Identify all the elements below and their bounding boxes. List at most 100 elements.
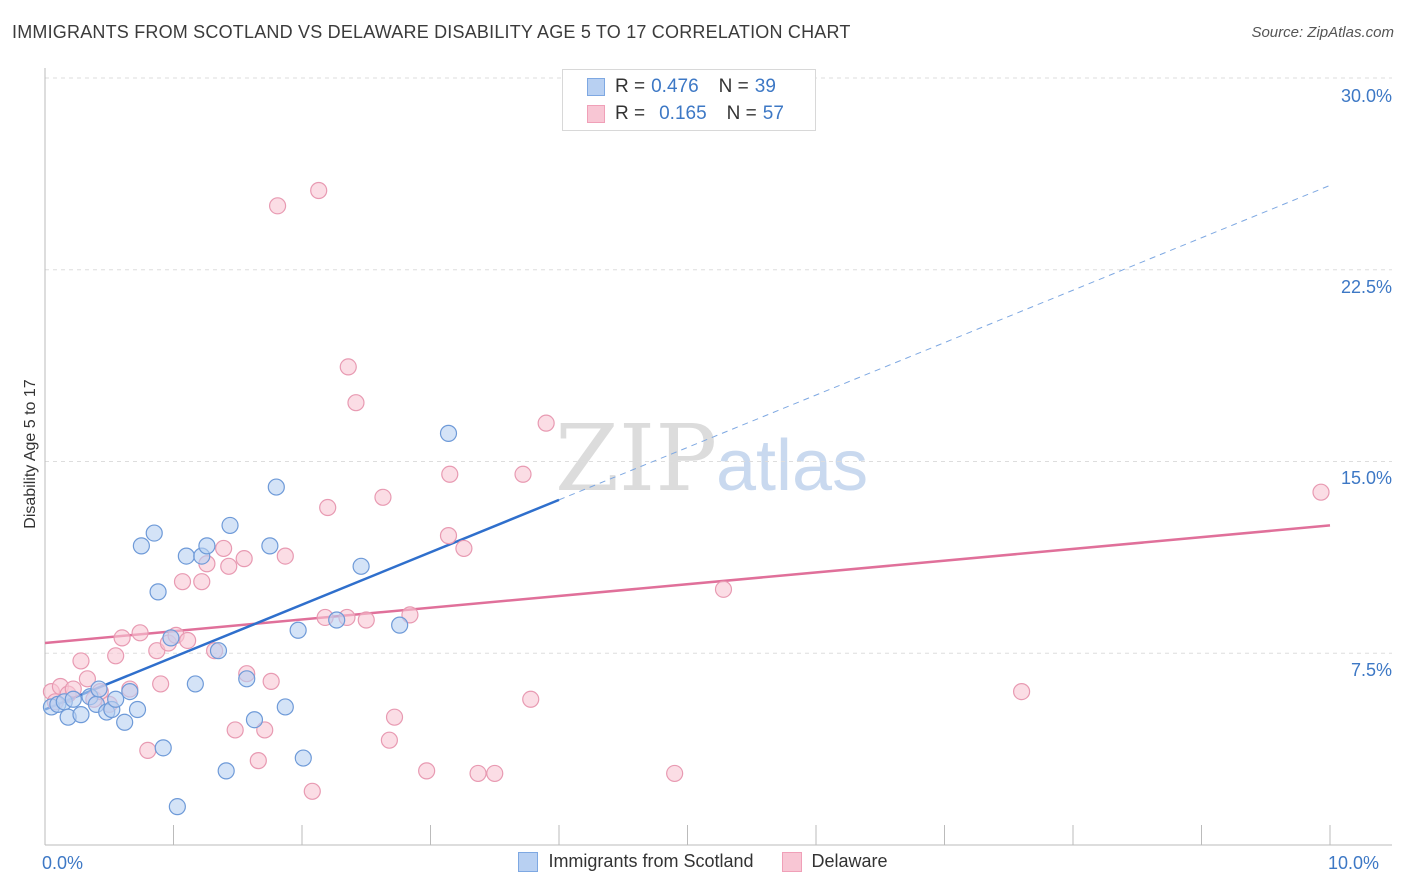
- delaware-point: [72, 652, 90, 670]
- scotland-point: [132, 537, 150, 555]
- delaware-point: [385, 708, 404, 726]
- scotland-point: [121, 682, 139, 701]
- delaware-point: [249, 752, 267, 770]
- y-tick-label-30: 30.0%: [1340, 86, 1392, 106]
- legend-item-scotland[interactable]: Immigrants from Scotland: [518, 851, 754, 872]
- scotland-point: [391, 616, 409, 634]
- scotland-point: [186, 675, 204, 693]
- n-label: N =: [718, 76, 749, 97]
- delaware-point: [113, 629, 131, 647]
- legend-label-delaware: Delaware: [811, 851, 888, 871]
- scotland-trend-line: [44, 498, 560, 711]
- x-tick-label-max: 10.0%: [1328, 853, 1380, 873]
- scotland-point: [261, 537, 279, 555]
- n-value: 57: [762, 103, 784, 124]
- scotland-point: [90, 680, 108, 698]
- delaware-point: [357, 611, 375, 629]
- delaware-point: [469, 764, 487, 783]
- stats-legend-row-delaware: R = 0.165 N = 57: [587, 102, 784, 126]
- delaware-point: [374, 488, 392, 506]
- scotland-point: [294, 749, 312, 767]
- scotland-point: [238, 670, 256, 688]
- delaware-point: [179, 631, 197, 650]
- scotland-point: [149, 583, 167, 601]
- scotland-point: [221, 516, 239, 535]
- scotland-legend-swatch: [518, 851, 539, 872]
- delaware-point: [131, 624, 149, 642]
- scotland-point: [245, 711, 264, 729]
- delaware-point: [514, 465, 532, 483]
- legend-label-scotland: Immigrants from Scotland: [548, 851, 754, 871]
- delaware-point: [537, 414, 555, 432]
- delaware-point: [1312, 483, 1330, 501]
- y-tick-label-22-5: 22.5%: [1340, 277, 1392, 297]
- scotland-point: [107, 690, 125, 708]
- delaware-point: [401, 606, 419, 624]
- source-label: Source: ZipAtlas.com: [1251, 24, 1394, 41]
- delaware-point: [235, 550, 253, 568]
- scotland-point: [116, 713, 134, 731]
- y-tick-label-7-5: 7.5%: [1350, 660, 1392, 680]
- delaware-point: [714, 580, 733, 598]
- delaware-swatch: [587, 105, 605, 123]
- chart-title: IMMIGRANTS FROM SCOTLAND VS DELAWARE DIS…: [12, 22, 851, 42]
- legend-item-delaware[interactable]: Delaware: [781, 851, 888, 872]
- scotland-point: [154, 739, 172, 757]
- delaware-point: [256, 721, 274, 739]
- r-value: 0.165: [659, 103, 707, 124]
- delaware-point: [666, 764, 684, 783]
- delaware-point: [486, 764, 504, 783]
- delaware-point: [220, 557, 238, 575]
- delaware-point: [1012, 682, 1031, 701]
- r-value: 0.476: [651, 76, 699, 97]
- r-label: R =: [615, 103, 646, 124]
- data-points: [42, 181, 1330, 816]
- delaware-point: [173, 573, 192, 591]
- scotland-point: [352, 557, 370, 575]
- delaware-point: [522, 690, 540, 708]
- scotland-point: [198, 537, 216, 555]
- scotland-point: [439, 424, 458, 442]
- scotland-swatch: [587, 78, 605, 96]
- delaware-point: [441, 465, 459, 483]
- gridlines: [45, 77, 1392, 654]
- scotland-point: [72, 706, 90, 724]
- scotland-point: [217, 762, 235, 780]
- scotland-point: [162, 629, 180, 647]
- scotland-point: [128, 700, 147, 719]
- n-label: N =: [726, 103, 757, 124]
- scotland-point: [267, 478, 285, 496]
- watermark-zip: ZIP: [555, 405, 717, 512]
- delaware-point: [262, 672, 280, 690]
- scotland-point: [276, 698, 294, 716]
- stats-legend: R = 0.476 N = 39 R = 0.165 N = 57: [562, 69, 816, 131]
- series-legend: Immigrants from Scotland Delaware: [0, 851, 1406, 872]
- scotland-point: [177, 547, 195, 565]
- delaware-trend-line: [44, 524, 1331, 645]
- y-tick-label-15: 15.0%: [1340, 468, 1392, 488]
- delaware-point: [310, 181, 328, 200]
- delaware-point: [78, 670, 97, 688]
- delaware-point: [276, 547, 294, 565]
- scotland-point: [145, 524, 163, 542]
- delaware-point: [455, 539, 473, 558]
- n-value: 39: [754, 76, 776, 97]
- watermark: ZIP atlas: [555, 405, 868, 512]
- delaware-point: [418, 762, 436, 780]
- scotland-point: [168, 798, 186, 816]
- scotland-point: [328, 611, 346, 629]
- scotland-point: [64, 690, 82, 708]
- scotland-trend-extension: [558, 184, 1331, 501]
- delaware-point: [380, 731, 398, 749]
- delaware-point: [152, 675, 170, 693]
- delaware-point: [107, 647, 125, 665]
- x-tick-label-min: 0.0%: [42, 853, 84, 873]
- r-label: R =: [615, 76, 646, 97]
- delaware-point: [339, 358, 357, 376]
- delaware-point: [347, 394, 365, 412]
- delaware-point: [319, 498, 337, 517]
- delaware-point: [439, 527, 458, 545]
- delaware-point: [268, 197, 287, 215]
- scotland-point: [209, 642, 228, 660]
